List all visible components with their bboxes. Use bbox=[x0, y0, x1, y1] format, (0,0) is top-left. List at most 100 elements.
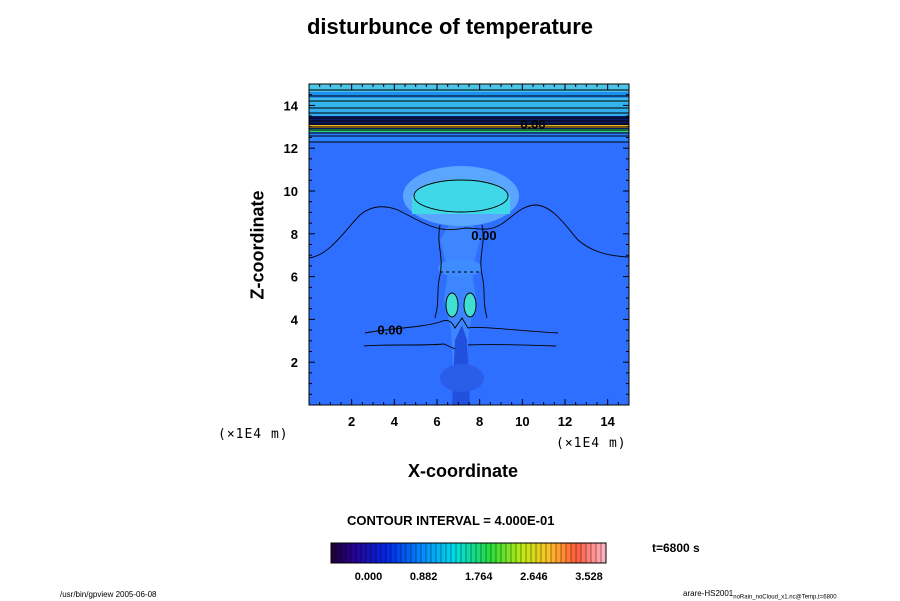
x-tick-label: 10 bbox=[515, 414, 529, 429]
colorbar-segment bbox=[471, 543, 477, 563]
colorbar-segment bbox=[486, 543, 492, 563]
colorbar-segment bbox=[396, 543, 402, 563]
axis-tick-labels: 2 4 6 8 10 12 14 2 4 6 8 10 12 14 bbox=[284, 98, 616, 429]
colorbar-segment bbox=[381, 543, 387, 563]
colorbar-segment bbox=[356, 543, 362, 563]
colorbar-segment bbox=[446, 543, 452, 563]
x-tick-label: 2 bbox=[348, 414, 355, 429]
colorbar-segment bbox=[386, 543, 392, 563]
colorbar-tick-label: 2.646 bbox=[520, 571, 548, 583]
z-tick-label: 14 bbox=[284, 98, 299, 113]
z-tick-label: 6 bbox=[291, 270, 298, 285]
colorbar-segment bbox=[516, 543, 522, 563]
colorbar-segment bbox=[456, 543, 462, 563]
colorbar-segment bbox=[521, 543, 527, 563]
colorbar-tick-label: 0.882 bbox=[410, 571, 438, 583]
colorbar-segment bbox=[496, 543, 502, 563]
chart-title: disturbunce of temperature bbox=[306, 14, 594, 39]
colorbar-segment bbox=[531, 543, 537, 563]
x-axis-label: X-coordinate bbox=[408, 461, 519, 481]
colorbar-segment bbox=[596, 543, 602, 563]
colorbar-frame bbox=[330, 542, 607, 564]
contour-label: 0.00 bbox=[520, 117, 545, 132]
tropopause-green-stripe bbox=[309, 129, 629, 132]
colorbar-segment bbox=[416, 543, 422, 563]
colorbar-segment bbox=[361, 543, 367, 563]
colorbar-segment bbox=[591, 543, 597, 563]
colorbar-segment bbox=[341, 543, 347, 563]
footer-right: arare-HS2001noRain_noCloud_x1.nc@Temp,t=… bbox=[683, 589, 837, 601]
colorbar-segment bbox=[426, 543, 432, 563]
colorbar-tick-label: 0.000 bbox=[355, 571, 383, 583]
colorbar-segment bbox=[581, 543, 587, 563]
colorbar-segment bbox=[466, 543, 472, 563]
mid-blob bbox=[438, 259, 482, 277]
time-label: t=6800 s bbox=[652, 541, 700, 555]
footer-left: /usr/bin/gpview 2005-06-08 bbox=[60, 590, 157, 599]
contour-core-left bbox=[445, 292, 459, 318]
contour-top-lines bbox=[309, 89, 629, 143]
colorbar-segment bbox=[421, 543, 427, 563]
contour-anvil bbox=[413, 179, 509, 213]
colorbar-segment bbox=[411, 543, 417, 563]
colorbar-segment bbox=[391, 543, 397, 563]
tropopause-warm-stripe bbox=[309, 125, 629, 128]
z-tick-label: 12 bbox=[284, 141, 298, 156]
z-tick-label: 2 bbox=[291, 355, 298, 370]
colorbar-segment bbox=[506, 543, 512, 563]
colorbar-segment bbox=[576, 543, 582, 563]
axis-ticks bbox=[308, 83, 630, 406]
colorbar-segment bbox=[601, 543, 607, 563]
colorbar-segment bbox=[491, 543, 497, 563]
colorbar-segment bbox=[406, 543, 412, 563]
colorbar-segment bbox=[566, 543, 572, 563]
colorbar-segment bbox=[371, 543, 377, 563]
colorbar-segment bbox=[461, 543, 467, 563]
z-tick-label: 8 bbox=[291, 227, 298, 242]
z-tick-label: 4 bbox=[291, 312, 299, 327]
colorbar-segment bbox=[376, 543, 382, 563]
x-tick-label: 12 bbox=[558, 414, 572, 429]
field-layer bbox=[309, 84, 629, 405]
footer-right-main: arare-HS2001 bbox=[683, 589, 734, 598]
upper-layer-band bbox=[309, 84, 629, 116]
contour-label: 0.00 bbox=[377, 322, 402, 337]
colorbar-segment bbox=[586, 543, 592, 563]
contour-stem-right bbox=[480, 224, 488, 319]
colorbar-tick-label: 1.764 bbox=[465, 571, 493, 583]
colorbar bbox=[330, 542, 607, 564]
upper-layer-band-3 bbox=[309, 102, 629, 108]
anvil-base bbox=[412, 196, 510, 214]
colorbar-segment bbox=[501, 543, 507, 563]
colorbar-tick-labels: 0.000 0.882 1.764 2.646 3.528 bbox=[355, 571, 603, 583]
colorbar-segment bbox=[451, 543, 457, 563]
x-tick-label: 14 bbox=[600, 414, 615, 429]
x-tick-label: 4 bbox=[391, 414, 399, 429]
contour-zero-lower bbox=[364, 317, 559, 334]
footer-right-sub: noRain_noCloud_x1.nc@Temp,t=6800 bbox=[733, 594, 837, 601]
colorbar-segment bbox=[511, 543, 517, 563]
z-tick-label: 10 bbox=[284, 184, 298, 199]
tropopause-lower-band bbox=[309, 132, 629, 142]
colorbar-segment bbox=[431, 543, 437, 563]
colorbar-segment bbox=[366, 543, 372, 563]
colorbar-segment bbox=[526, 543, 532, 563]
contour-interval-text: CONTOUR INTERVAL = 4.000E-01 bbox=[347, 513, 555, 528]
x-unit-label-right: (×1E4 m) bbox=[556, 436, 627, 451]
colorbar-segment bbox=[336, 543, 342, 563]
colorbar-segment bbox=[551, 543, 557, 563]
colorbar-segment bbox=[561, 543, 567, 563]
contour-core-right bbox=[463, 292, 477, 318]
colorbar-segment bbox=[546, 543, 552, 563]
colorbar-segment bbox=[436, 543, 442, 563]
colorbar-segment bbox=[401, 543, 407, 563]
x-unit-label-left: (×1E4 m) bbox=[218, 427, 289, 442]
upper-layer-band-2 bbox=[309, 92, 629, 98]
colorbar-segment bbox=[351, 543, 357, 563]
colorbar-segment bbox=[481, 543, 487, 563]
contour-label: 0.00 bbox=[471, 228, 496, 243]
x-tick-label: 6 bbox=[433, 414, 440, 429]
colorbar-segment bbox=[331, 543, 337, 563]
colorbar-segment bbox=[556, 543, 562, 563]
